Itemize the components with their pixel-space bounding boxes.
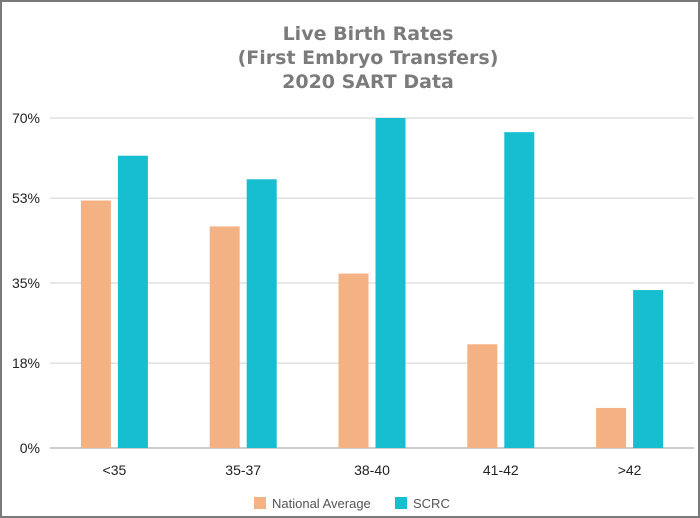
bar-national-average bbox=[209, 226, 240, 448]
bar-scrc bbox=[504, 132, 535, 448]
x-tick-label: >42 bbox=[618, 462, 642, 478]
legend-swatch bbox=[254, 497, 266, 509]
bar-scrc bbox=[633, 290, 664, 448]
gridlines bbox=[50, 117, 694, 449]
chart-title-line-1: Live Birth Rates bbox=[283, 23, 454, 45]
bar-scrc bbox=[117, 155, 148, 448]
y-tick-label: 70% bbox=[12, 110, 40, 126]
legend-swatch bbox=[395, 497, 407, 509]
bar-national-average bbox=[467, 344, 498, 448]
chart-title-line-2: (First Embryo Transfers) bbox=[238, 47, 499, 69]
bar-national-average bbox=[338, 273, 369, 448]
bar-national-average bbox=[80, 200, 111, 448]
x-tick-label: <35 bbox=[103, 462, 127, 478]
y-axis-ticks: 0% 18% 35% 53% 70% bbox=[12, 110, 40, 456]
bar-scrc bbox=[246, 179, 277, 449]
x-tick-label: 41-42 bbox=[483, 462, 519, 478]
y-tick-label: 18% bbox=[12, 355, 40, 371]
legend-label: SCRC bbox=[413, 496, 450, 511]
legend-label: National Average bbox=[272, 496, 371, 511]
y-tick-label: 0% bbox=[20, 440, 40, 456]
bars bbox=[80, 118, 664, 449]
chart-title: Live Birth Rates (First Embryo Transfers… bbox=[238, 23, 499, 93]
x-tick-label: 38-40 bbox=[354, 462, 390, 478]
y-tick-label: 35% bbox=[12, 275, 40, 291]
x-tick-label: 35-37 bbox=[225, 462, 261, 478]
bar-scrc bbox=[375, 118, 406, 448]
y-tick-label: 53% bbox=[12, 190, 40, 206]
x-axis-ticks: <35 35-37 38-40 41-42 >42 bbox=[103, 462, 642, 478]
bar-national-average bbox=[596, 407, 627, 448]
legend: National Average SCRC bbox=[254, 496, 450, 511]
chart-title-line-3: 2020 SART Data bbox=[282, 71, 454, 93]
